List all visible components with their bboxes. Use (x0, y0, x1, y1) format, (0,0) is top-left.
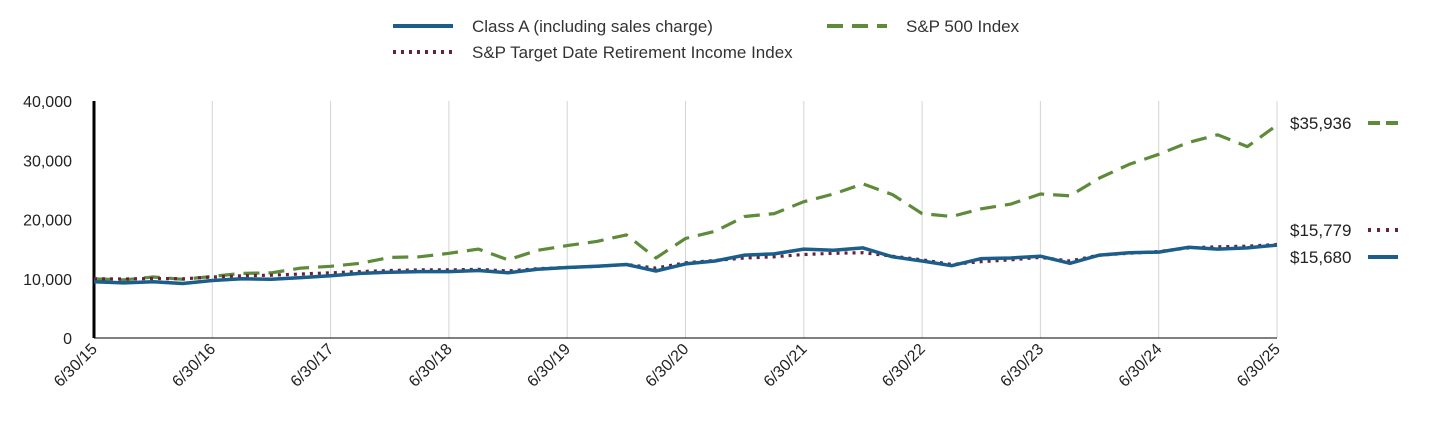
y-tick-label: 40,000 (23, 94, 72, 111)
x-tick-label: 6/30/16 (169, 341, 219, 391)
x-axis-tick-labels: 6/30/15 6/30/16 6/30/17 6/30/18 6/30/19 6/30/… (51, 341, 1284, 391)
series-line-0 (93, 243, 1278, 286)
series-lines (93, 123, 1278, 286)
x-tick-label: 6/30/25 (1234, 341, 1284, 391)
legend-label-2: S&P Target Date Retirement Income Index (472, 43, 793, 62)
x-tick-label: 6/30/24 (1116, 341, 1166, 391)
x-tick-label: 6/30/22 (879, 341, 929, 391)
y-tick-label: 30,000 (23, 153, 72, 170)
vertical-gridlines (211, 101, 1278, 338)
end-label-2: $15,779 (1290, 221, 1351, 240)
x-tick-label: 6/30/20 (643, 341, 693, 391)
legend: Class A (including sales charge) S&P 500 … (393, 17, 1020, 62)
legend-label-0: Class A (including sales charge) (472, 17, 713, 36)
y-axis-tick-labels: 0 10,000 20,000 30,000 40,000 (23, 94, 72, 348)
series-line-1 (93, 123, 1278, 282)
x-tick-label: 6/30/21 (761, 341, 811, 391)
end-label-1: $35,936 (1290, 114, 1351, 133)
x-tick-label: 6/30/19 (524, 341, 574, 391)
y-tick-label: 20,000 (23, 213, 72, 230)
end-value-labels: $15,680 $35,936 $15,779 (1290, 114, 1398, 267)
y-tick-label: 10,000 (23, 272, 72, 289)
legend-label-1: S&P 500 Index (906, 17, 1020, 36)
x-tick-label: 6/30/18 (406, 341, 456, 391)
x-tick-label: 6/30/17 (288, 341, 338, 391)
x-tick-label: 6/30/15 (51, 341, 101, 391)
x-tick-label: 6/30/23 (997, 341, 1047, 391)
axes (92, 101, 1277, 339)
end-label-0: $15,680 (1290, 248, 1351, 267)
y-tick-label: 0 (63, 331, 72, 348)
